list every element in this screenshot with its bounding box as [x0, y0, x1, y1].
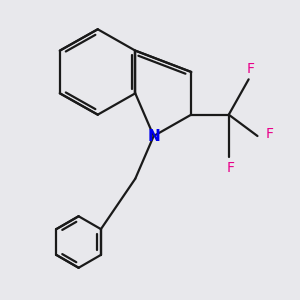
Text: N: N	[147, 128, 160, 143]
Text: F: F	[247, 62, 254, 76]
Text: F: F	[266, 127, 274, 141]
Text: F: F	[226, 161, 235, 175]
